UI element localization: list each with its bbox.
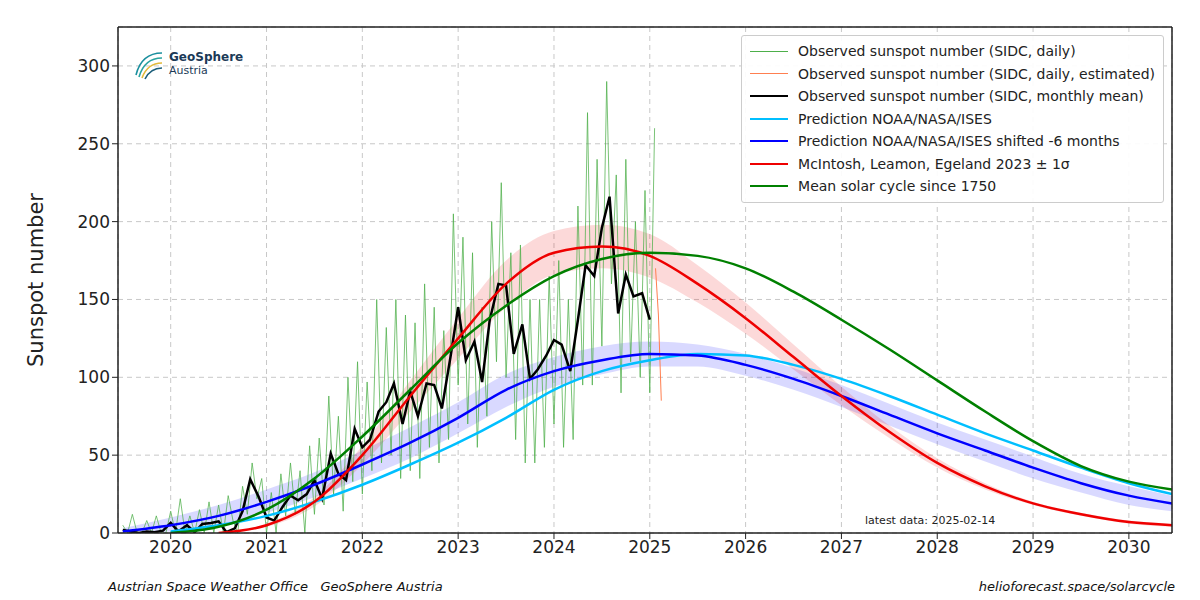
html-text:latest data: 2025-02-14: latest data: 2025-02-14 — [865, 514, 996, 527]
svg-text:2029: 2029 — [1011, 537, 1054, 557]
html-text:Sunspot number: Sunspot number — [24, 193, 48, 367]
html-text:McIntosh, Leamon, Egeland 2023: McIntosh, Leamon, Egeland 2023 ± 1σ — [798, 155, 1070, 172]
html-text:GeoSphere: GeoSphere — [169, 50, 244, 64]
svg-text:200: 200 — [78, 212, 110, 232]
svg-text:250: 250 — [78, 134, 110, 154]
svg-text:100: 100 — [78, 367, 110, 387]
svg-text:50: 50 — [88, 445, 110, 465]
html-text:Mean solar cycle since 1750: Mean solar cycle since 1750 — [798, 178, 997, 195]
svg-text:2028: 2028 — [916, 537, 959, 557]
svg-text:2030: 2030 — [1107, 537, 1150, 557]
svg-text:2023: 2023 — [437, 537, 480, 557]
html-text:helioforecast.space/solarcycle: helioforecast.space/solarcycle — [978, 579, 1175, 594]
html-text:Austria: Austria — [169, 64, 208, 77]
svg-text:2026: 2026 — [724, 537, 767, 557]
svg-text:0: 0 — [99, 523, 110, 543]
html-text:Austrian Space Weather Office: Austrian Space Weather Office GeoSphere … — [108, 579, 443, 594]
svg-text:150: 150 — [78, 289, 110, 309]
html-text:Observed sunspot number (SIDC,: Observed sunspot number (SIDC, daily, es… — [798, 65, 1155, 82]
svg-text:2025: 2025 — [628, 537, 671, 557]
svg-text:2021: 2021 — [245, 537, 288, 557]
svg-text:300: 300 — [78, 56, 110, 76]
html-text:Prediction NOAA/NASA/ISES: Prediction NOAA/NASA/ISES — [798, 110, 992, 127]
html-text:Observed sunspot number (SIDC,: Observed sunspot number (SIDC, monthly m… — [798, 88, 1144, 105]
svg-text:2020: 2020 — [149, 537, 192, 557]
html-text:Observed sunspot number (SIDC,: Observed sunspot number (SIDC, daily) — [798, 43, 1076, 60]
html-text:Prediction NOAA/NASA/ISES shif: Prediction NOAA/NASA/ISES shifted -6 mon… — [798, 133, 1120, 150]
svg-text:2027: 2027 — [820, 537, 863, 557]
svg-text:2024: 2024 — [532, 537, 575, 557]
svg-text:2022: 2022 — [341, 537, 384, 557]
